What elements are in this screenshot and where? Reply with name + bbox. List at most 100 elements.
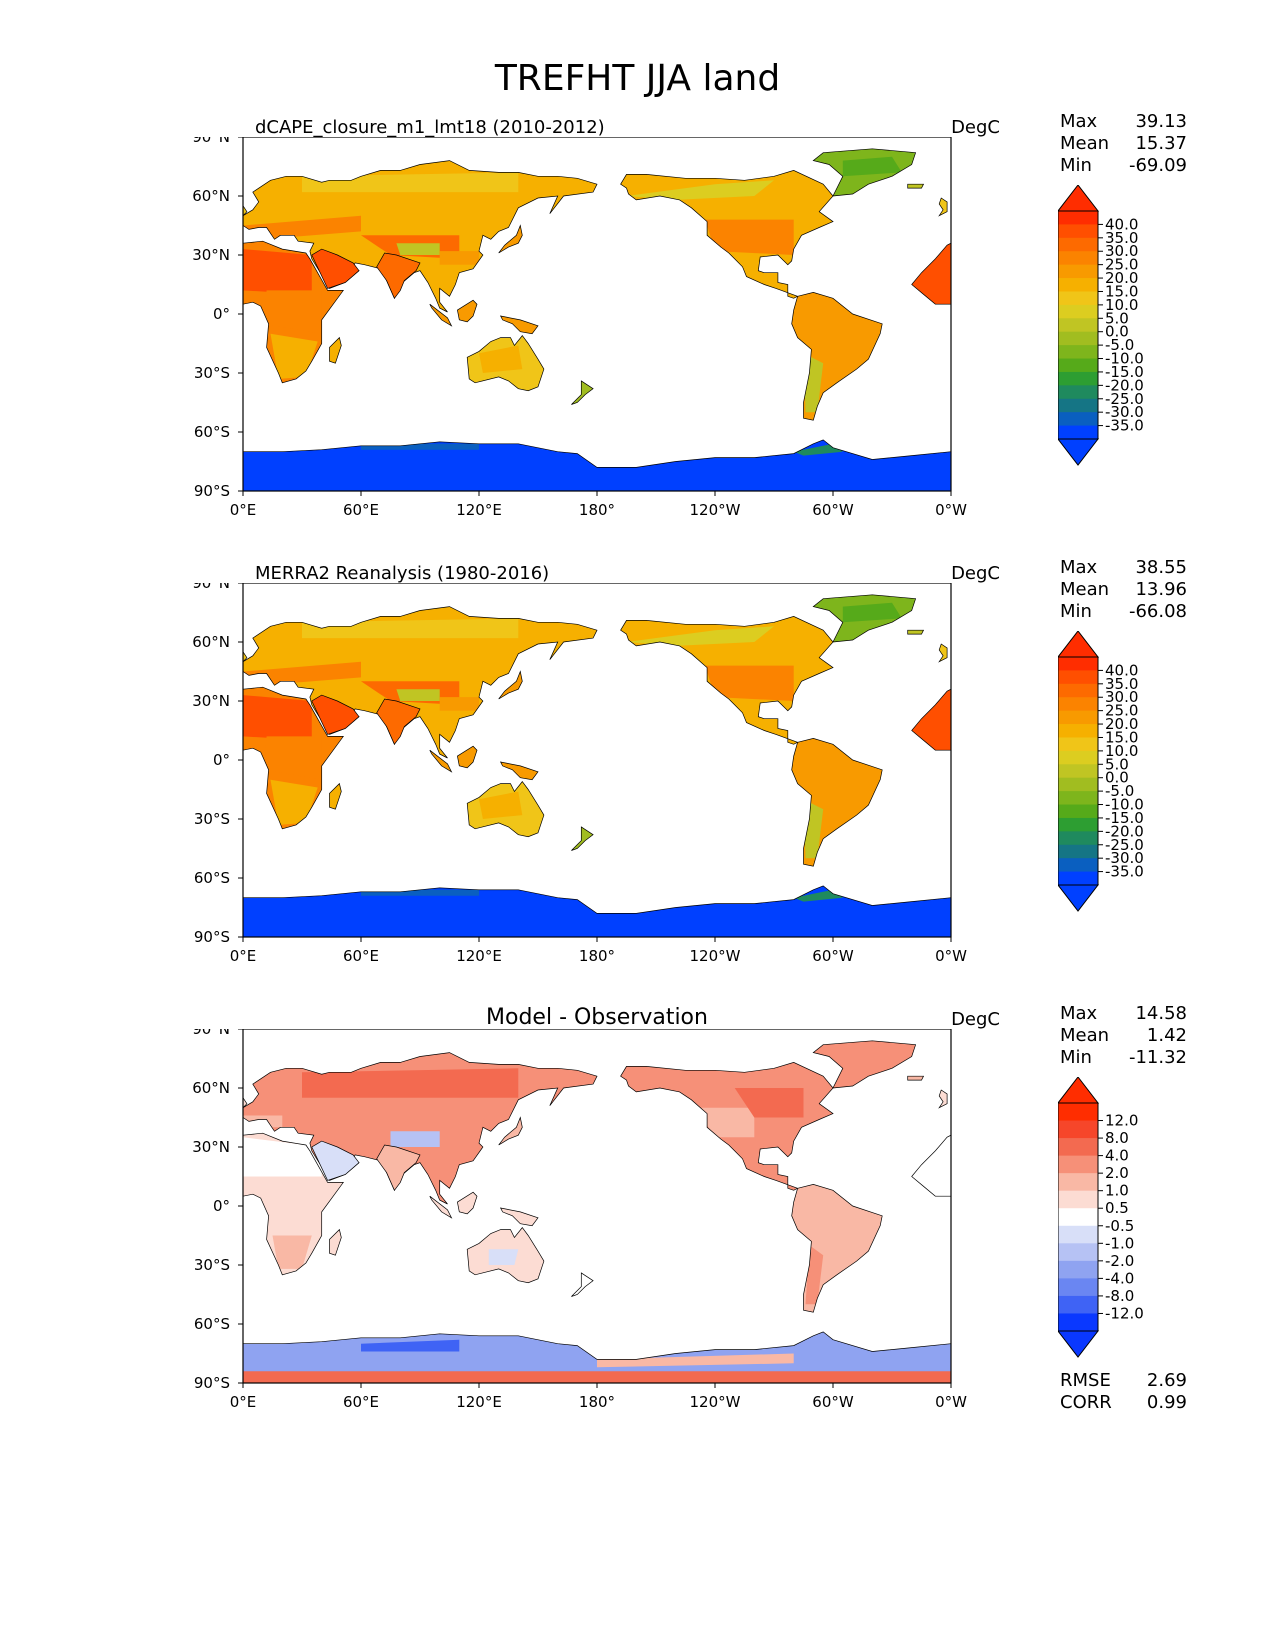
land-australia [467,335,544,391]
coastline-madagascar [329,1228,342,1256]
land-uk [939,1090,948,1108]
stat-label: Mean [1060,133,1110,154]
coastline-southamerica [791,1184,883,1313]
colorbar-segment [1058,318,1098,333]
stat-label: Min [1060,601,1092,622]
colorbar-segment [1058,237,1098,252]
colorbar-segment [1058,1190,1098,1209]
field-borneo [457,746,477,768]
land-antarctica [243,439,951,491]
x-tick-label: 60°E [343,1393,379,1411]
field-patch [361,889,479,896]
coastline-sumatra [429,749,453,773]
colorbar-tick-label: 15.0 [1105,282,1138,300]
land-arabia_fix [311,695,359,735]
panel-units: DegC [951,117,1000,138]
colorbar-segment [1058,1278,1098,1297]
x-tick-label: 0°E [230,947,257,965]
stat-value: 0.99 [1146,1392,1187,1413]
field-patch [270,333,318,379]
field-patch [439,251,479,265]
y-tick-label: 0° [213,305,230,323]
field-india [376,699,420,745]
field-newzealand [571,380,594,405]
field-patch [705,219,794,255]
field-borneo [457,1192,477,1214]
colorbar-extend-min [1058,884,1100,912]
map-plot: 0°E 60°E 120°E 180° 120°W 60°W 0°W 90°N 60°N 30°N… [192,137,967,519]
colorbar-tick-label: -20.0 [1105,376,1144,394]
coastline-borneo [457,745,478,769]
colorbar-segment [1058,831,1098,846]
land-madagascar [329,337,342,364]
field-arabia_fix [311,249,359,289]
coastline-newzealand [571,826,594,851]
colorbar-segment [1058,697,1098,712]
field-newguinea [500,1208,538,1226]
colorbar-tick-label: -5.0 [1105,336,1134,354]
field-patch [243,695,312,741]
land-borneo [457,746,477,768]
land-uk2 [243,1097,247,1108]
y-tick-label: 30°N [192,246,230,264]
colorbar-segment [1058,683,1098,698]
field-uk2 [243,651,247,662]
field-uk [939,198,948,216]
colorbar-segment [1058,291,1098,306]
colorbar-tick-label: 20.0 [1105,715,1138,733]
coastline-uk [938,1089,948,1109]
field-africa_w [911,1135,951,1197]
colorbar-segment [1058,371,1098,386]
colorbar-extend-max [1058,1077,1100,1104]
land-newguinea [500,316,538,334]
coastline-iceland [907,183,925,189]
field-patch [439,697,479,711]
stat-label: Mean [1060,579,1110,600]
colorbar-segment [1058,278,1098,292]
colorbar-segment [1058,1173,1098,1192]
colorbar-segment [1058,724,1098,738]
colorbar-tick-label: -35.0 [1105,417,1144,435]
colorbar-tick-label: -1.0 [1105,1234,1134,1252]
colorbar-segment [1058,737,1098,752]
y-tick-label: 90°S [194,1374,230,1392]
stat-row: Min -69.09 [1060,155,1187,177]
coastline-greenland [812,1040,917,1089]
figure-title: TREFHT JJA land [494,58,781,99]
coastline-arabia_fix [311,1140,360,1181]
land-africa_w [911,243,951,305]
field-patch [626,180,774,200]
colorbar-tick-label: 0.5 [1105,1199,1129,1217]
x-tick-label: 60°E [343,947,379,965]
coastline-uk2 [243,651,248,663]
colorbar-segment [1058,358,1098,373]
colorbar-tick-label: 40.0 [1105,215,1138,233]
stat-label: Min [1060,155,1092,176]
colorbar-tick-label: 30.0 [1105,688,1138,706]
coastline-iceland [907,629,925,635]
land-arabia_fix [311,249,359,289]
colorbar-extend-max [1058,631,1100,658]
field-patch [597,1353,794,1368]
field-patch [842,156,902,177]
x-tick-label: 120°W [690,947,741,965]
land-newzealand [571,380,594,405]
coastline-australia [466,1227,545,1284]
land-africa [243,1133,344,1275]
coastline-antarctica [243,1331,951,1383]
stat-label: Max [1060,1003,1098,1024]
x-tick-label: 60°W [812,1393,854,1411]
colorbar-frame [1058,656,1099,886]
colorbar-segment [1058,398,1098,413]
stat-row: Mean 15.37 [1060,133,1187,155]
field-africa_w [911,243,951,305]
colorbar-tick-label: 10.0 [1105,296,1138,314]
coastline-japan [498,1116,523,1146]
field-patch [488,1249,519,1265]
coastline-newguinea [499,315,539,335]
colorbar-segment [1058,1208,1098,1227]
map-panel: Model - Observation DegC 0°E 60°E 120°E 180° 1… [0,1003,1275,1469]
stat-row: Max 14.58 [1060,1003,1187,1025]
map-land-layer [243,148,951,491]
y-tick-label: 60°S [194,1315,230,1333]
